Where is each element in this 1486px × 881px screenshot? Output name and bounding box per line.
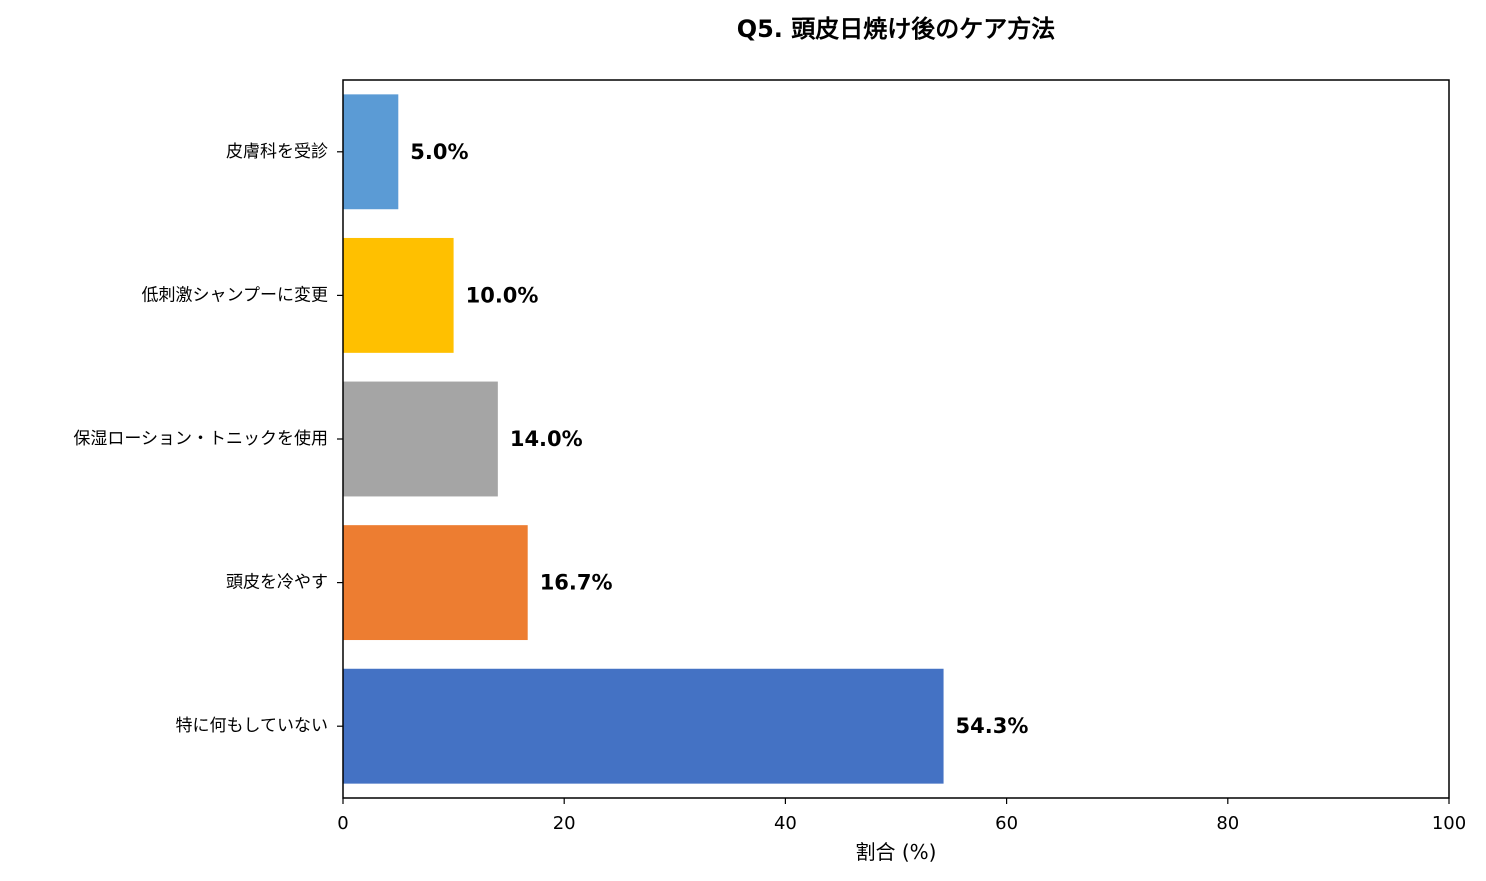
bars-group (343, 94, 944, 784)
x-tick-label: 0 (337, 813, 348, 834)
bar (343, 94, 399, 210)
bar (343, 525, 528, 641)
value-labels: 5.0% 10.0% 14.0% 16.7% 54.3% (410, 140, 1028, 738)
x-tick-label: 60 (995, 813, 1018, 834)
value-label: 10.0% (466, 283, 539, 307)
value-label: 5.0% (410, 140, 468, 164)
x-tick-label: 20 (553, 813, 576, 834)
category-label: 皮膚科を受診 (226, 142, 328, 162)
category-label: 特に何もしていない (176, 716, 329, 736)
x-axis-label: 割合 (%) (856, 840, 937, 864)
bar (343, 668, 944, 784)
x-axis-ticks: 0 20 40 60 80 100 (337, 798, 1466, 834)
x-tick-label: 100 (1432, 813, 1466, 834)
chart-title: Q5. 頭皮日焼け後のケア方法 (737, 15, 1056, 43)
bar (343, 237, 454, 353)
plot-frame (342, 79, 1450, 799)
value-label: 54.3% (956, 714, 1029, 738)
category-label: 保湿ローション・トニックを使用 (73, 428, 328, 449)
value-label: 14.0% (510, 427, 583, 451)
x-tick-label: 80 (1216, 813, 1239, 834)
category-label: 頭皮を冷やす (226, 573, 328, 593)
value-label: 16.7% (540, 571, 613, 595)
bar (343, 381, 498, 497)
x-tick-label: 40 (774, 813, 797, 834)
category-label: 低刺激シャンプーに変更 (142, 285, 329, 305)
category-labels: 皮膚科を受診低刺激シャンプーに変更保湿ローション・トニックを使用頭皮を冷やす特に… (73, 142, 343, 736)
